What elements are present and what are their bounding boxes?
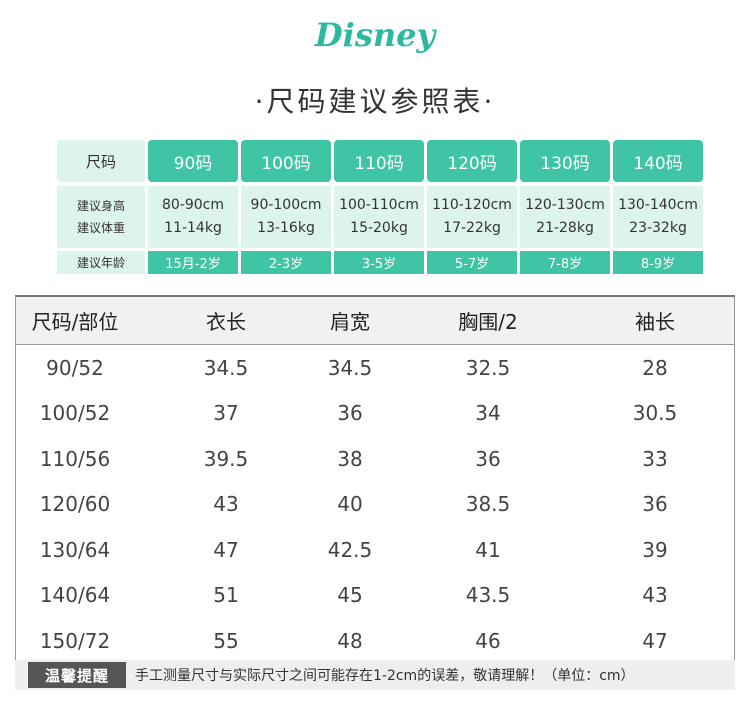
table-header-bg bbox=[16, 297, 734, 345]
guide-body-cell: 100-110cm 15-20kg bbox=[334, 186, 424, 248]
guide-size-cell: 100码 bbox=[241, 140, 331, 182]
guide-age-cell: 5-7岁 bbox=[427, 251, 517, 274]
guide-value: 13-16kg bbox=[257, 220, 315, 236]
table-cell: 39 bbox=[642, 537, 668, 562]
table-header-cell: 肩宽 bbox=[330, 309, 370, 334]
guide-size-cell: 140码 bbox=[613, 140, 703, 182]
guide-body-cell: 130-140cm 23-32kg bbox=[613, 186, 703, 248]
table-header-cell: 胸围/2 bbox=[458, 309, 518, 334]
guide-value: 100-110cm bbox=[339, 197, 419, 213]
table-cell: 34.5 bbox=[327, 355, 373, 380]
table-cell: 43 bbox=[213, 492, 239, 517]
guide-value: 110-120cm bbox=[432, 197, 512, 213]
guide-body-cell: 120-130cm 21-28kg bbox=[520, 186, 610, 248]
guide-value: 23-32kg bbox=[629, 220, 687, 236]
table-cell: 130/64 bbox=[39, 537, 111, 562]
table-cell: 36 bbox=[642, 492, 668, 517]
table-cell: 45 bbox=[337, 583, 363, 608]
guide-value: 80-90cm bbox=[161, 197, 224, 213]
table-cell: 34 bbox=[475, 401, 501, 426]
table-cell: 47 bbox=[642, 628, 668, 653]
guide-body-cell: 110-120cm 17-22kg bbox=[427, 186, 517, 248]
table-header-cell: 袖长 bbox=[635, 309, 675, 334]
table-cell: 30.5 bbox=[632, 401, 678, 426]
guide-value: 17-22kg bbox=[443, 220, 501, 236]
guide-body-cell: 90-100cm 13-16kg bbox=[241, 186, 331, 248]
brand-logo: Disney bbox=[314, 16, 436, 54]
table-cell: 90/52 bbox=[46, 355, 104, 380]
guide-label: 建议体重 bbox=[76, 221, 125, 235]
table-cell: 41 bbox=[475, 537, 501, 562]
guide-size-cell: 110码 bbox=[334, 140, 424, 182]
guide-size-cell: 130码 bbox=[520, 140, 610, 182]
guide-value: 15-20kg bbox=[350, 220, 408, 236]
guide-value: 130-140cm bbox=[618, 197, 698, 213]
table-cell: 39.5 bbox=[203, 446, 249, 471]
table-cell: 34.5 bbox=[203, 355, 249, 380]
table-cell: 36 bbox=[475, 446, 501, 471]
guide-label: 建议身高 bbox=[76, 199, 125, 213]
table-cell: 55 bbox=[213, 628, 239, 653]
table-cell: 38 bbox=[337, 446, 363, 471]
guide-size-cell: 90码 bbox=[148, 140, 238, 182]
table-cell: 32.5 bbox=[465, 355, 511, 380]
table-cell: 150/72 bbox=[39, 628, 111, 653]
table-cell: 110/56 bbox=[39, 446, 111, 471]
notice-bar bbox=[15, 660, 735, 690]
table-header-cell: 衣长 bbox=[206, 309, 246, 334]
table-cell: 37 bbox=[213, 401, 239, 426]
guide-age-cell: 3-5岁 bbox=[334, 251, 424, 274]
notice-text: 手工测量尺寸与实际尺寸之间可能存在1-2cm的误差，敬请理解！（单位：cm） bbox=[135, 668, 635, 684]
title: ·尺码建议参照表· bbox=[254, 85, 496, 118]
guide-age-cell: 2-3岁 bbox=[241, 251, 331, 274]
guide-age-cell: 15月-2岁 bbox=[148, 251, 238, 274]
table-cell: 33 bbox=[642, 446, 668, 471]
table-cell: 43 bbox=[642, 583, 668, 608]
table-cell: 120/60 bbox=[39, 492, 111, 517]
guide-value: 90-100cm bbox=[250, 197, 322, 213]
guide-body-cell: 80-90cm 11-14kg bbox=[148, 186, 238, 248]
guide-age-cell: 8-9岁 bbox=[613, 251, 703, 274]
table-cell: 43.5 bbox=[465, 583, 511, 608]
table-cell: 28 bbox=[642, 355, 668, 380]
table-cell: 42.5 bbox=[327, 537, 373, 562]
table-cell: 140/64 bbox=[39, 583, 111, 608]
table-cell: 40 bbox=[337, 492, 363, 517]
guide-value: 21-28kg bbox=[536, 220, 594, 236]
table-cell: 47 bbox=[213, 537, 239, 562]
notice-tag: 温馨提醒 bbox=[28, 662, 126, 688]
table-cell: 46 bbox=[475, 628, 501, 653]
guide-age-label: 建议年龄 bbox=[57, 251, 145, 274]
table-cell: 100/52 bbox=[39, 401, 111, 426]
guide-header-cell: 尺码 bbox=[57, 140, 145, 182]
guide-age-cell: 7-8岁 bbox=[520, 251, 610, 274]
guide-label-cell: 建议身高 建议体重 bbox=[57, 186, 145, 248]
table-cell: 38.5 bbox=[465, 492, 511, 517]
table-cell: 48 bbox=[337, 628, 363, 653]
guide-size-cell: 120码 bbox=[427, 140, 517, 182]
table-cell: 51 bbox=[213, 583, 239, 608]
table-cell: 36 bbox=[337, 401, 363, 426]
table-header-cell: 尺码/部位 bbox=[31, 309, 119, 334]
guide-value: 11-14kg bbox=[164, 220, 222, 236]
guide-value: 120-130cm bbox=[525, 197, 605, 213]
